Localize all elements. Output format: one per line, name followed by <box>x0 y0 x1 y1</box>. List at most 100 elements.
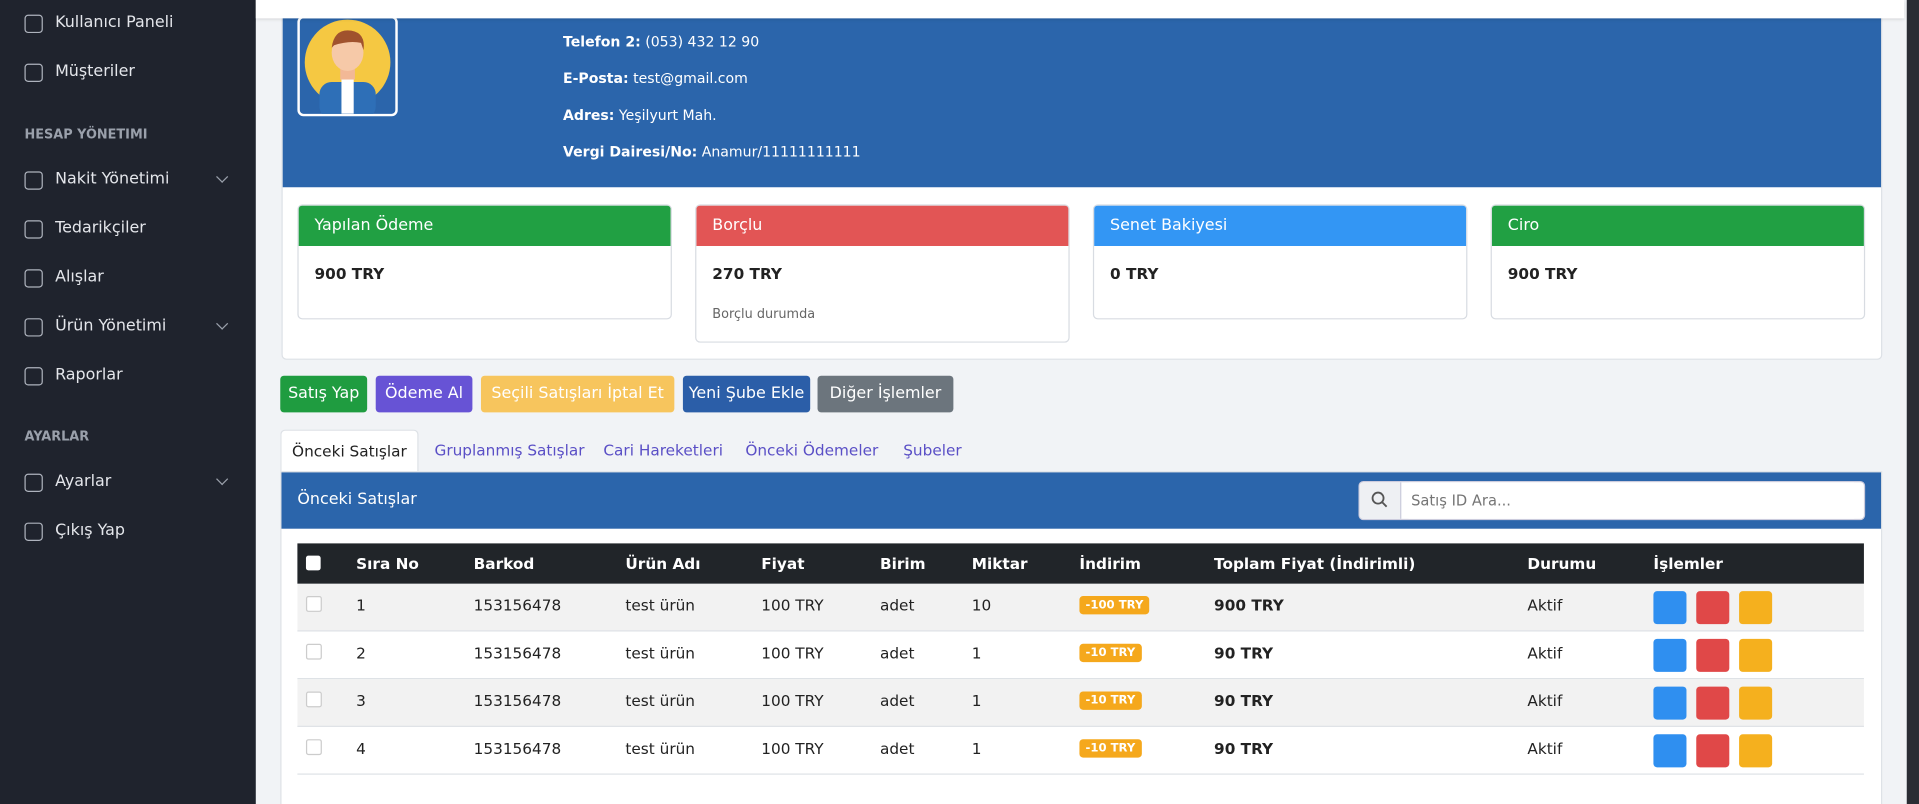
sidebar-icon <box>24 318 43 337</box>
sidebar-item[interactable]: Ayarlar <box>55 472 112 491</box>
sidebar-item[interactable]: Nakit Yönetimi <box>55 170 170 189</box>
action-button[interactable] <box>1696 591 1730 625</box>
sidebar-section: HESAP YÖNETIMI <box>24 127 148 142</box>
tab[interactable]: Önceki Satışlar <box>280 429 419 473</box>
column-header: İşlemler <box>1653 554 1723 573</box>
field-label: E-Posta: <box>562 69 629 87</box>
scrollbar <box>1906 0 1919 804</box>
field-value: Anamur/11111111111 <box>701 143 861 161</box>
checkbox[interactable] <box>305 739 322 756</box>
panel-title: Önceki Satışlar <box>297 490 417 510</box>
sidebar-icon <box>24 269 43 288</box>
column-header: Birim <box>879 554 926 573</box>
field-value: Yeşilyurt Mah. <box>618 106 717 124</box>
sidebar-item[interactable]: Raporlar <box>55 365 123 385</box>
card-header: Senet Bakiyesi <box>1094 205 1467 246</box>
cell: adet <box>879 691 915 710</box>
discount-badge: -10 TRY <box>1079 739 1142 758</box>
sidebar-section: AYARLAR <box>24 429 90 445</box>
card-header: Ciro <box>1491 205 1864 246</box>
checkbox[interactable] <box>305 596 322 612</box>
column-header: Miktar <box>971 554 1028 573</box>
topbar <box>255 0 1905 19</box>
cell: 1 <box>971 691 982 710</box>
sidebar-item[interactable]: Müşteriler <box>55 62 135 81</box>
action-button[interactable] <box>1739 591 1773 625</box>
action-button[interactable] <box>1696 638 1730 672</box>
column-header: Barkod <box>473 554 535 573</box>
cell: 4 <box>356 739 366 758</box>
customer-card: Telefon 2: (053) 432 12 90 E-Posta: test@… <box>281 12 1883 360</box>
cell: adet <box>879 643 915 663</box>
table-row: 3 153156478 test ürün 100 TRY adet 1 -10 TRY 90… <box>297 679 1864 727</box>
cell: 90 TRY <box>1214 739 1274 758</box>
sidebar-item[interactable]: Alışlar <box>55 268 104 287</box>
sidebar: Kullanıcı Paneli Müşteriler HESAP YÖNETIMI… <box>0 0 256 804</box>
cell: Aktif <box>1527 691 1563 710</box>
checkbox[interactable] <box>305 643 322 660</box>
action-button[interactable] <box>1739 686 1773 720</box>
button[interactable]: Ödeme Al <box>375 375 473 413</box>
action-button[interactable] <box>1696 734 1730 768</box>
tab[interactable]: Cari Hareketleri <box>603 440 723 459</box>
profile-field: Telefon 2: (053) 432 12 90 <box>563 33 759 50</box>
sidebar-icon <box>24 367 43 386</box>
field-value: test@gmail.com <box>633 69 748 87</box>
cell: 100 TRY <box>761 739 824 758</box>
search-box[interactable] <box>1358 480 1866 521</box>
button[interactable]: Satış Yap <box>280 375 368 413</box>
sales-panel: Önceki Satışlar Sıra No Barkod Ürün Adı Fiy… <box>280 471 1883 804</box>
tab[interactable]: Önceki Ödemeler <box>745 440 879 459</box>
avatar <box>297 15 398 117</box>
cell: 2 <box>356 643 366 663</box>
button[interactable]: Seçili Satışları İptal Et <box>480 375 675 413</box>
cell: 10 <box>971 596 992 615</box>
action-button[interactable] <box>1739 638 1773 672</box>
card-value: 900 TRY <box>314 264 385 283</box>
card-value: 270 TRY <box>712 264 783 283</box>
profile-field: E-Posta: test@gmail.com <box>563 70 748 87</box>
checkbox[interactable] <box>305 555 321 571</box>
chevron <box>216 317 229 330</box>
button[interactable]: Yeni Şube Ekle <box>682 375 811 413</box>
table-header: Sıra No Barkod Ürün Adı Fiyat Birim Miktar İnd… <box>297 543 1864 584</box>
column-header: Sıra No <box>356 554 419 573</box>
sidebar-item[interactable]: Çıkış Yap <box>55 521 125 540</box>
checkbox[interactable] <box>305 691 322 708</box>
sales-table: Sıra No Barkod Ürün Adı Fiyat Birim Miktar İnd… <box>297 543 1864 775</box>
cell: adet <box>879 739 915 758</box>
summary-card: Borçlu 270 TRY Borçlu durumda <box>695 204 1070 343</box>
cell: 90 TRY <box>1214 643 1274 663</box>
cell: Aktif <box>1527 739 1563 758</box>
cell: 100 TRY <box>761 691 824 710</box>
button[interactable]: Diğer İşlemler <box>817 375 954 413</box>
tab[interactable]: Gruplanmış Satışlar <box>434 440 585 459</box>
cell: test ürün <box>625 596 696 615</box>
discount-badge: -10 TRY <box>1079 643 1142 663</box>
card-header: Yapılan Ödeme <box>298 205 671 246</box>
action-button[interactable] <box>1653 734 1687 768</box>
action-button[interactable] <box>1696 686 1730 720</box>
cell: Aktif <box>1527 643 1563 663</box>
action-button[interactable] <box>1739 734 1773 768</box>
search-input[interactable] <box>1408 482 1855 519</box>
field-label: Adres: <box>562 106 615 124</box>
summary-card: Senet Bakiyesi 0 TRY <box>1092 204 1468 320</box>
cell: 153156478 <box>473 739 562 758</box>
discount-badge: -10 TRY <box>1079 691 1142 710</box>
cell: 153156478 <box>473 643 562 663</box>
sidebar-item[interactable]: Ürün Yönetimi <box>55 316 167 336</box>
cell: 90 TRY <box>1214 691 1274 710</box>
sidebar-item[interactable]: Kullanıcı Paneli <box>55 13 174 32</box>
cell: 3 <box>356 691 366 710</box>
action-button[interactable] <box>1653 686 1687 720</box>
card-note: Borçlu durumda <box>712 307 816 322</box>
tab[interactable]: Şubeler <box>903 440 962 459</box>
action-button[interactable] <box>1653 638 1687 672</box>
sidebar-item[interactable]: Tedarikçiler <box>55 219 146 238</box>
discount-badge: -100 TRY <box>1079 596 1150 615</box>
cell: 153156478 <box>473 691 562 710</box>
action-button[interactable] <box>1653 591 1687 625</box>
